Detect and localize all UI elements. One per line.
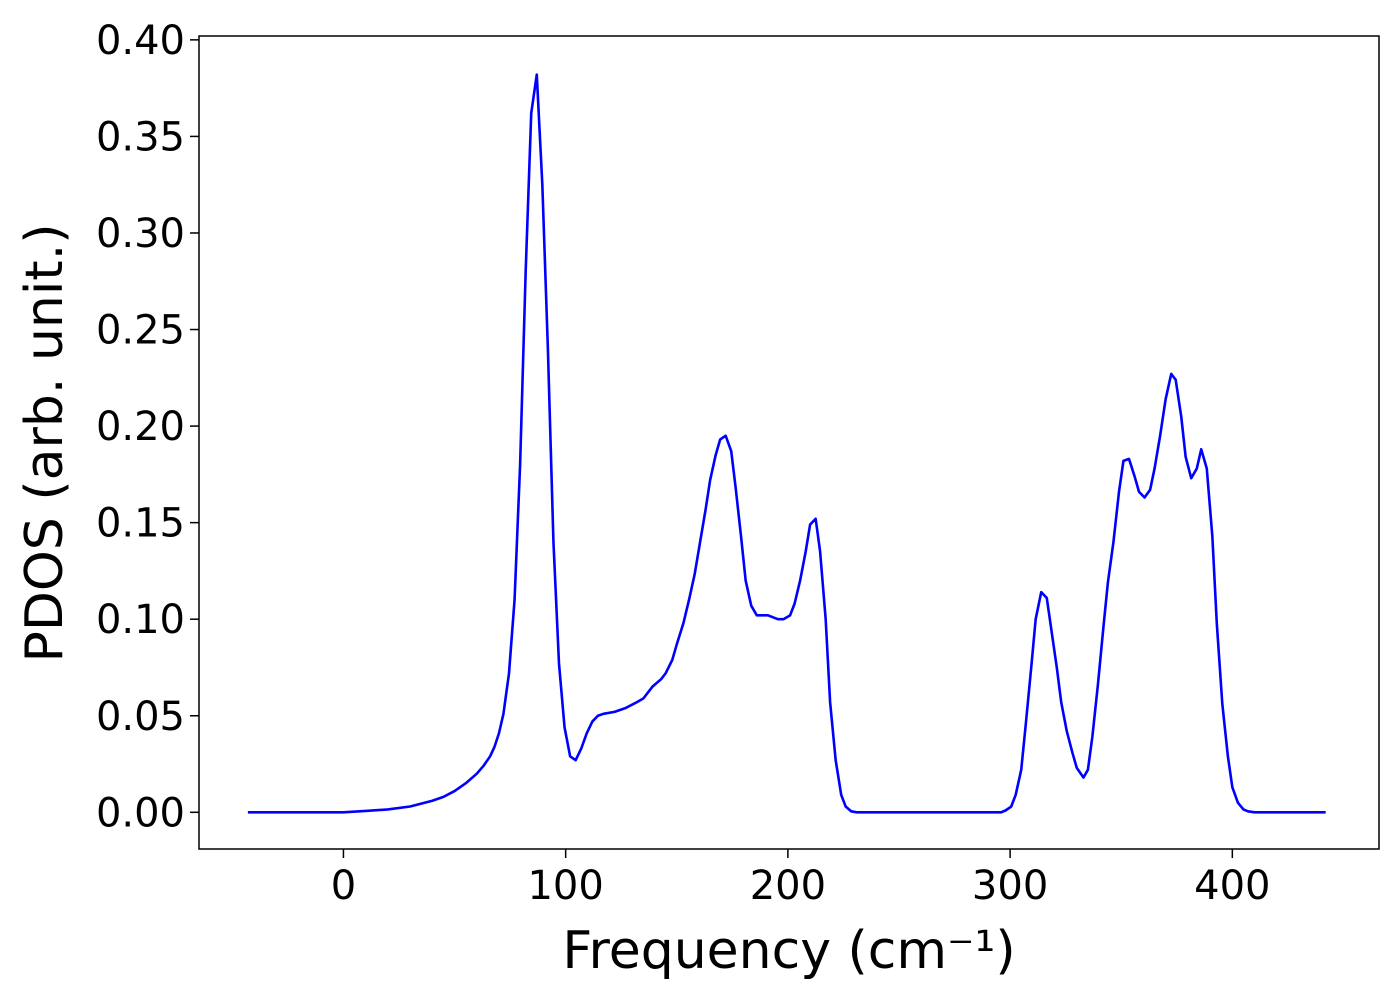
y-tick-label: 0.20 — [96, 404, 185, 450]
y-tick-label: 0.10 — [96, 597, 185, 643]
line-series — [247, 73, 1326, 814]
x-tick-label: 200 — [750, 863, 826, 909]
x-axis-label: Frequency (cm⁻¹) — [562, 921, 1015, 981]
x-tick-label: 300 — [972, 863, 1048, 909]
plot-frame — [198, 35, 1380, 850]
y-tick-label: 0.35 — [96, 114, 185, 160]
y-tick-label: 0.30 — [96, 211, 185, 257]
x-tick-label: 0 — [331, 863, 356, 909]
y-tick-label: 0.40 — [96, 18, 185, 64]
y-axis-label: PDOS (arb. unit.) — [15, 223, 75, 662]
y-tick-label: 0.15 — [96, 501, 185, 547]
y-tick-label: 0.05 — [96, 694, 185, 740]
x-tick-label: 400 — [1194, 863, 1270, 909]
y-tick-label: 0.25 — [96, 308, 185, 354]
x-tick-label: 100 — [527, 863, 603, 909]
y-tick-label: 0.00 — [96, 790, 185, 836]
